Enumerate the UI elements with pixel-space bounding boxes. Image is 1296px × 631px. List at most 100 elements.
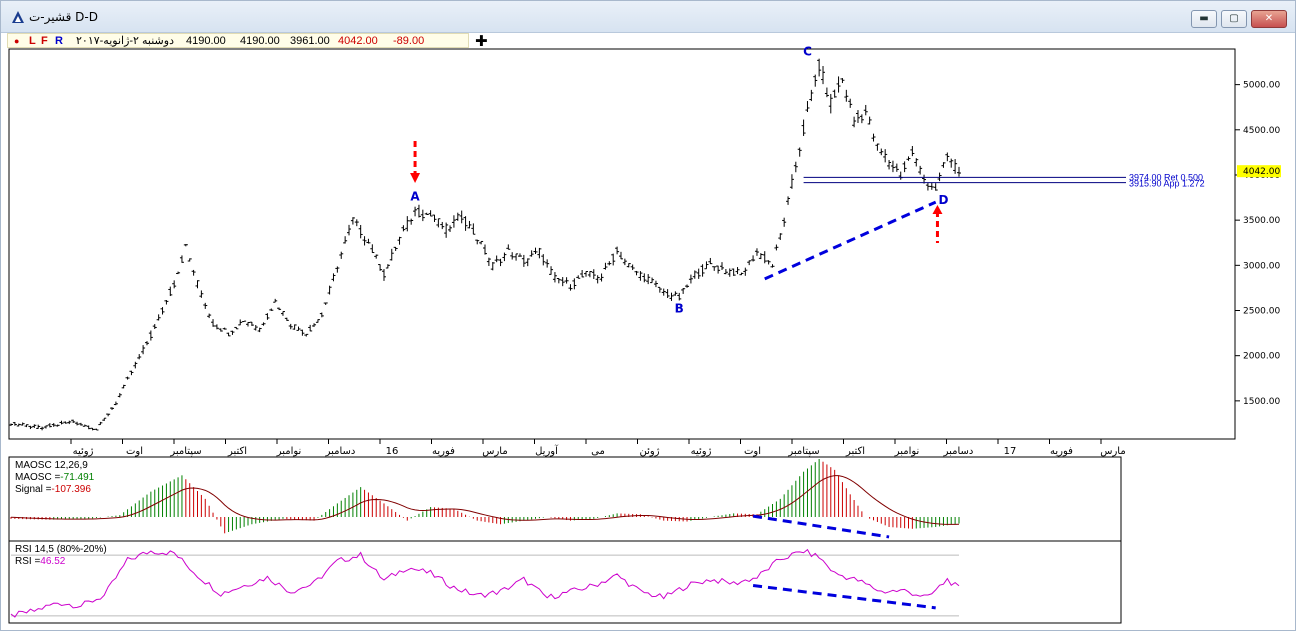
minimize-button[interactable]: ▬	[1191, 10, 1217, 28]
price-bar	[440, 221, 445, 230]
price-bar	[490, 261, 495, 271]
price-bar	[350, 217, 355, 225]
price-bar	[393, 246, 398, 251]
r-button[interactable]: R	[55, 35, 63, 47]
price-bar	[521, 254, 526, 267]
price-tick-label: 3500.00	[1243, 216, 1280, 226]
price-bar	[681, 288, 686, 294]
price-bar	[362, 236, 367, 246]
price-bar	[288, 323, 293, 330]
price-bar	[751, 255, 756, 262]
price-bar	[479, 240, 484, 245]
title-bar[interactable]: قشیر-ت D-D ▬ ▢ ✕	[1, 1, 1295, 33]
price-bar	[646, 274, 651, 285]
time-tick-label: سپتامبر	[169, 446, 201, 457]
price-bar	[24, 424, 29, 428]
price-bar	[941, 162, 946, 168]
add-indicator-button[interactable]: ✚	[475, 32, 488, 50]
price-bar	[335, 266, 340, 273]
price-bar	[875, 143, 880, 151]
price-bar	[125, 376, 130, 380]
price-tick-label: 5000.00	[1243, 81, 1280, 91]
price-bar	[463, 216, 468, 231]
price-bar	[148, 330, 153, 341]
price-bar	[486, 257, 491, 266]
price-bar	[323, 302, 328, 305]
price-bar	[506, 244, 511, 250]
price-bar	[451, 215, 456, 228]
price-bar	[786, 196, 791, 205]
price-bar	[331, 273, 336, 282]
price-bar	[269, 308, 274, 311]
signal-value: -107.396	[51, 484, 91, 495]
price-bar	[63, 421, 68, 424]
price-bar	[953, 159, 958, 174]
price-bar	[191, 269, 196, 276]
price-bar	[444, 222, 449, 238]
maosc-trendline	[752, 514, 890, 539]
time-tick-label: نوامبر	[894, 446, 920, 457]
price-bar	[43, 425, 48, 429]
price-bar	[517, 253, 522, 257]
price-bar	[78, 422, 83, 426]
price-bar	[401, 225, 406, 232]
price-bar	[638, 271, 643, 281]
maosc-layer	[10, 459, 960, 539]
price-bar	[894, 163, 899, 172]
price-bar	[483, 244, 487, 255]
price-bar	[817, 58, 822, 77]
price-bar	[432, 214, 437, 222]
price-bar	[168, 286, 173, 297]
time-tick-label: نوامبر	[276, 446, 302, 457]
price-bar	[653, 280, 658, 288]
f-button[interactable]: F	[41, 35, 48, 47]
price-bar	[207, 313, 212, 319]
price-bar	[416, 204, 421, 218]
price-bar	[102, 417, 107, 421]
price-panel-frame	[8, 48, 1236, 440]
app-logo-icon	[12, 11, 24, 23]
price-bar	[459, 210, 464, 224]
price-bar	[71, 419, 76, 423]
rsi-panel-frame	[8, 540, 1122, 624]
price-bar	[883, 149, 888, 163]
price-bar	[863, 104, 868, 116]
price-bar	[630, 264, 635, 271]
price-bar	[552, 272, 557, 283]
price-bar	[82, 424, 87, 427]
time-tick-label: ژوئن	[639, 446, 659, 457]
price-bar	[448, 225, 453, 232]
price-bar	[957, 166, 961, 177]
price-bar	[242, 320, 247, 323]
price-bar	[98, 421, 103, 426]
time-tick-label: اوت	[744, 446, 761, 457]
price-bar	[94, 428, 99, 431]
fib-level-label: 3974.00 Ret 0.500	[1129, 172, 1203, 182]
annotation-layer: A B C D	[410, 45, 948, 315]
price-bar	[758, 253, 763, 260]
rsi-value: 46.52	[40, 556, 66, 567]
l-button[interactable]: L	[29, 35, 36, 47]
price-bar	[59, 420, 64, 425]
price-bar	[910, 146, 915, 157]
signal-label: Signal =	[15, 484, 52, 495]
price-bar	[475, 239, 480, 245]
restore-button[interactable]: ▢	[1221, 10, 1247, 28]
time-tick-label: مارس	[1100, 446, 1125, 457]
price-bar	[568, 284, 573, 291]
price-bar	[739, 272, 744, 276]
quote-toolbar: ● L F R دوشنبه ۲-ژانویه-۲۰۱۷ 4190.00 419…	[7, 33, 469, 48]
close-button[interactable]: ✕	[1251, 10, 1287, 28]
price-bar	[766, 260, 771, 265]
price-bar	[176, 271, 181, 275]
price-bar	[47, 423, 52, 428]
price-bar	[692, 270, 697, 279]
price-bar	[716, 265, 721, 274]
price-bar	[852, 116, 857, 128]
time-tick-label: اکتبر	[227, 446, 247, 457]
price-bar	[292, 324, 297, 330]
price-bar	[296, 326, 301, 331]
price-bar	[230, 330, 235, 335]
